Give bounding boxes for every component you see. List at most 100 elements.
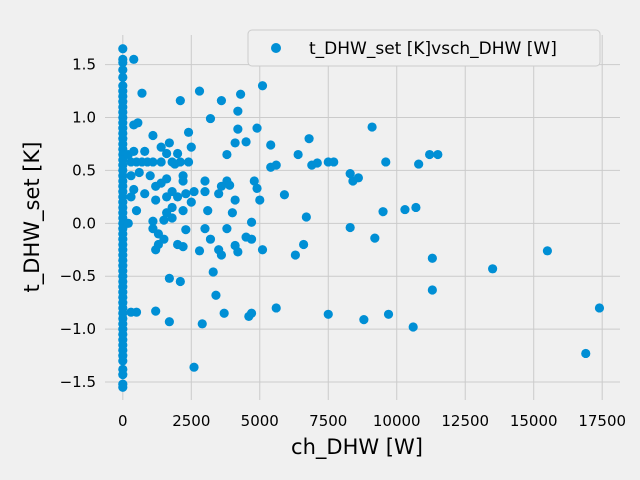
data-point (353, 173, 363, 183)
data-point (186, 142, 196, 152)
data-point (241, 137, 251, 147)
data-point (129, 184, 139, 195)
data-point (345, 168, 355, 179)
y-tick-label: −1.0 (60, 320, 96, 338)
data-point (381, 157, 391, 167)
data-point (151, 195, 161, 205)
y-tick-labels: −1.5 −1.0 −0.5 0.0 0.5 1.0 1.5 (60, 56, 96, 391)
data-point (205, 113, 216, 124)
data-point (290, 250, 300, 260)
data-point (118, 382, 128, 392)
data-point (129, 120, 139, 130)
data-point (266, 140, 276, 150)
data-point (194, 246, 205, 256)
data-point (427, 285, 437, 295)
data-point (225, 180, 235, 190)
data-point (219, 308, 229, 318)
data-point (129, 54, 139, 64)
data-point (126, 171, 136, 181)
data-point (131, 206, 142, 216)
y-tick-label: −1.5 (60, 373, 96, 391)
data-point (123, 218, 133, 228)
data-point (427, 253, 437, 263)
data-point (162, 192, 172, 202)
y-tick-label: −0.5 (60, 267, 96, 285)
data-point (203, 206, 213, 216)
data-point (200, 176, 210, 186)
data-point (233, 106, 243, 116)
data-point (148, 130, 158, 141)
data-point (183, 157, 194, 167)
data-point (594, 303, 605, 313)
data-point (216, 95, 227, 106)
data-point (359, 314, 369, 325)
data-point (172, 148, 183, 159)
legend-label: t_DHW_set [K]vsch_DHW [W] (309, 39, 557, 59)
x-tick-label: 10000 (373, 412, 421, 430)
data-point (255, 195, 265, 205)
data-point (222, 149, 232, 160)
plot-area (105, 35, 620, 400)
data-point (279, 190, 290, 200)
data-point (227, 208, 237, 218)
x-tick-label: 15000 (510, 412, 558, 430)
data-point (172, 192, 183, 202)
data-point (411, 202, 421, 213)
data-point (118, 65, 128, 75)
y-tick-label: 1.0 (72, 109, 96, 127)
data-point (181, 225, 191, 235)
data-point (425, 149, 435, 160)
data-point (400, 204, 410, 215)
data-point (118, 44, 128, 54)
legend-box (247, 29, 601, 67)
data-point (233, 124, 243, 134)
data-point (145, 171, 155, 181)
data-point (140, 146, 150, 156)
data-point (156, 142, 166, 152)
data-point (175, 276, 185, 287)
legend-marker (271, 43, 281, 53)
x-tick-labels: 0 2500 5000 7500 10000 12500 15000 17500 (118, 412, 626, 430)
data-point (178, 176, 188, 186)
data-point (118, 72, 128, 82)
data-point (186, 197, 196, 207)
data-point (293, 149, 303, 160)
data-point (257, 81, 268, 91)
data-point (246, 217, 257, 227)
data-point (175, 95, 185, 106)
data-point (246, 308, 257, 318)
data-point (433, 149, 443, 160)
data-point (126, 192, 136, 202)
x-tick-label: 17500 (578, 412, 626, 430)
data-point (214, 189, 224, 199)
data-point (197, 319, 207, 329)
data-point (118, 370, 128, 380)
data-point (230, 195, 240, 205)
y-tick-label: 1.5 (72, 56, 96, 74)
data-point (304, 134, 314, 144)
legend: t_DHW_set [K]vsch_DHW [W] (247, 29, 601, 67)
data-point (151, 306, 161, 316)
data-point (178, 241, 188, 252)
data-point (235, 89, 246, 99)
data-point (118, 356, 128, 366)
data-point (151, 181, 161, 191)
data-point (312, 158, 322, 168)
data-point (156, 157, 166, 167)
data-point (140, 189, 150, 199)
data-point (378, 207, 388, 217)
x-tick-label: 5000 (241, 412, 279, 430)
data-point (148, 157, 158, 167)
x-tick-label: 7500 (309, 412, 347, 430)
data-point (170, 159, 180, 169)
y-tick-label: 0.5 (72, 161, 96, 179)
x-tick-label: 2500 (172, 412, 210, 430)
data-point (252, 183, 262, 194)
data-point (137, 88, 147, 98)
data-point (370, 233, 380, 243)
data-point (189, 186, 199, 197)
data-point (323, 309, 333, 319)
grid-lines (105, 35, 620, 400)
data-point (126, 307, 136, 317)
